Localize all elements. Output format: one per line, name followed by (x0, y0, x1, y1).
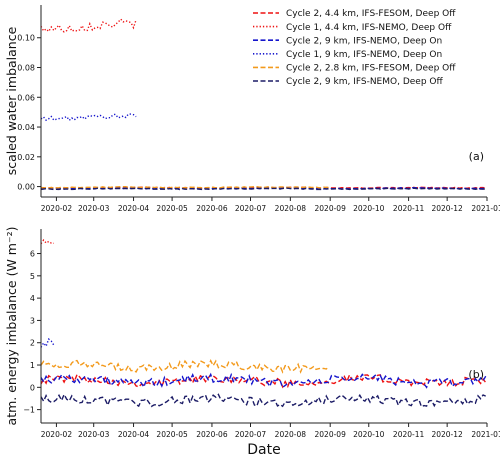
y-axis-label: scaled water imbalance (4, 26, 19, 175)
x-tick-label: 2021-01 (471, 430, 500, 439)
x-tick-label: 2020-08 (275, 430, 307, 439)
legend-label: Cycle 2, 2.8 km, IFS-FESOM, Deep Off (286, 64, 456, 74)
x-tick-label: 2020-03 (78, 430, 110, 439)
series-line (40, 392, 486, 408)
x-tick-label: 2020-09 (315, 204, 347, 213)
panel-label: (b) (468, 368, 484, 381)
y-tick-label: 0.10 (17, 34, 35, 43)
x-tick-label: 2020-07 (235, 204, 267, 213)
legend-label: Cycle 1, 4.4 km, IFS-NEMO, Deep Off (286, 23, 452, 33)
x-tick-label: 2020-06 (196, 430, 228, 439)
x-tick-label: 2020-06 (196, 204, 228, 213)
x-tick-label: 2020-05 (156, 204, 188, 213)
x-tick-label: 2020-04 (118, 430, 150, 439)
series-line (40, 113, 137, 122)
x-tick-label: 2020-02 (41, 204, 73, 213)
legend-label: Cycle 1, 9 km, IFS-NEMO, Deep On (286, 50, 442, 60)
panel-b: −1 0 1 2 3 4 5 6 2020-02 2020-03 2020-04 2020-05 202… (4, 227, 500, 458)
y-tick-label: 0.08 (17, 64, 35, 73)
legend-label: Cycle 2, 4.4 km, IFS-FESOM, Deep Off (286, 9, 456, 19)
series-line (40, 18, 137, 33)
x-tick-label: 2020-02 (41, 430, 73, 439)
legend: Cycle 2, 4.4 km, IFS-FESOM, Deep Off Cycl… (253, 9, 456, 87)
x-tick-label: 2020-03 (78, 204, 110, 213)
x-tick-label: 2020-11 (393, 204, 425, 213)
series-line (40, 337, 55, 348)
series-line (40, 186, 486, 190)
x-tick-label: 2020-10 (353, 430, 385, 439)
y-tick-label: −1 (23, 406, 35, 415)
y-tick-label: 0.02 (17, 153, 35, 162)
y-tick-label: 0.06 (17, 93, 35, 102)
panel-label: (a) (469, 150, 484, 163)
legend-label: Cycle 2, 9 km, IFS-NEMO, Deep Off (286, 77, 443, 87)
legend-label: Cycle 2, 9 km, IFS-NEMO, Deep On (286, 36, 442, 46)
series-line (40, 372, 487, 389)
x-tick-label: 2020-08 (275, 204, 307, 213)
y-tick-label: 1 (30, 361, 35, 370)
y-tick-label: 0.00 (17, 183, 35, 192)
x-tick-label: 2020-05 (156, 430, 188, 439)
series-line (40, 238, 54, 245)
y-axis-label: atm. energy imbalance (W m⁻²) (4, 227, 19, 426)
y-tick-label: 3 (30, 316, 35, 325)
x-tick-label: 2020-12 (431, 204, 463, 213)
series-line (40, 373, 487, 389)
y-tick-label: 0.04 (17, 123, 35, 132)
y-tick-label: 0 (30, 383, 35, 392)
x-axis-label: Date (247, 442, 280, 458)
y-tick-label: 6 (30, 250, 35, 259)
x-tick-label: 2020-09 (315, 430, 347, 439)
x-tick-label: 2021-01 (471, 204, 500, 213)
x-tick-label: 2020-04 (118, 204, 150, 213)
x-tick-label: 2020-07 (235, 430, 267, 439)
y-tick-label: 4 (30, 294, 35, 303)
y-tick-label: 5 (30, 272, 35, 281)
x-tick-label: 2020-12 (431, 430, 463, 439)
series-line (40, 185, 329, 189)
x-tick-label: 2020-10 (353, 204, 385, 213)
x-tick-label: 2020-11 (393, 430, 425, 439)
panel-a: 0.00 0.02 0.04 0.06 0.08 0.10 2020-02 2020-03 20… (4, 5, 500, 213)
y-tick-label: 2 (30, 339, 35, 348)
series-line (40, 359, 330, 374)
